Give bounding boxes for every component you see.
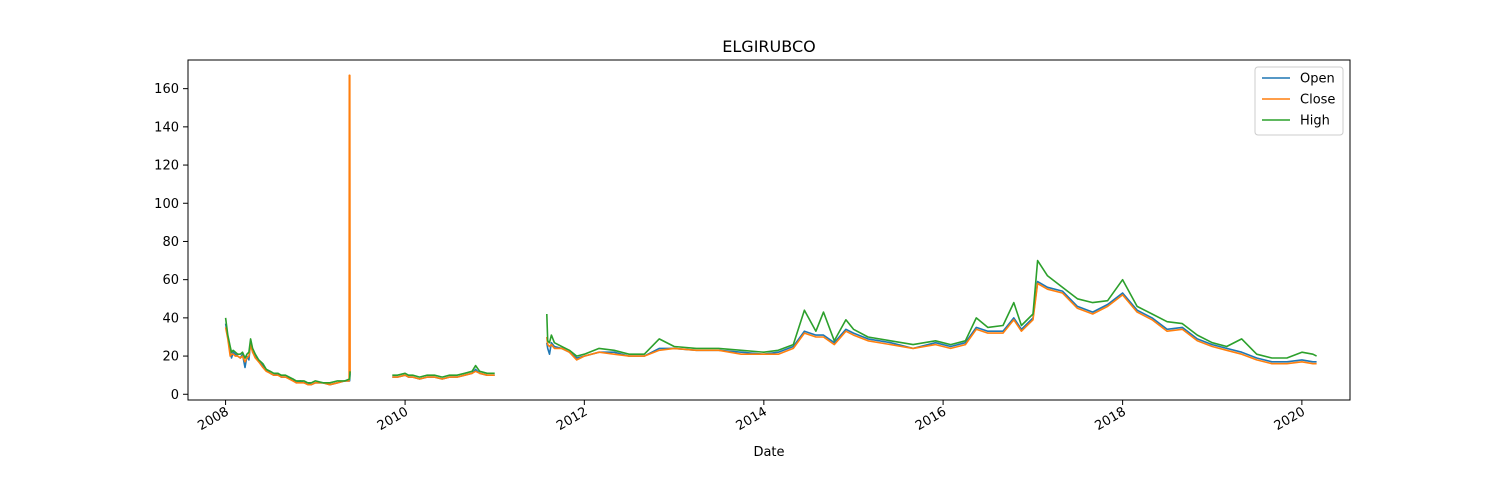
y-axis: 0 20 40 60 80 100 120 140 160 xyxy=(154,82,188,403)
y-tick-label: 120 xyxy=(154,159,179,174)
chart-title: ELGIRUBCO xyxy=(722,37,815,56)
series-line-open xyxy=(546,280,1317,363)
plot-frame xyxy=(187,59,1351,401)
legend-label-high: High xyxy=(1300,114,1330,129)
series-line-close xyxy=(224,74,351,386)
plot-background xyxy=(188,60,1350,400)
series-high xyxy=(224,259,1317,384)
series-line-high xyxy=(392,364,495,378)
legend: Open Close High xyxy=(1254,66,1344,136)
plot-area xyxy=(188,60,1350,400)
y-tick-label: 60 xyxy=(162,273,179,288)
series-line-close xyxy=(546,282,1317,365)
series-close xyxy=(224,74,1317,386)
series-line-high xyxy=(224,317,351,384)
legend-label-close: Close xyxy=(1300,93,1335,108)
y-tick-label: 100 xyxy=(154,197,179,212)
x-axis-label: Date xyxy=(753,445,784,460)
y-tick-label: 80 xyxy=(162,235,179,250)
legend-label-open: Open xyxy=(1300,72,1335,87)
series-line-close xyxy=(392,370,495,380)
series-line-high xyxy=(546,259,1317,359)
y-tick-label: 160 xyxy=(154,82,179,97)
y-tick-label: 40 xyxy=(162,311,179,326)
y-tick-label: 140 xyxy=(154,120,179,135)
legend-box xyxy=(1254,66,1344,136)
y-tick-label: 20 xyxy=(162,350,179,365)
y-tick-label: 0 xyxy=(171,388,179,403)
series-layer xyxy=(224,74,1317,386)
